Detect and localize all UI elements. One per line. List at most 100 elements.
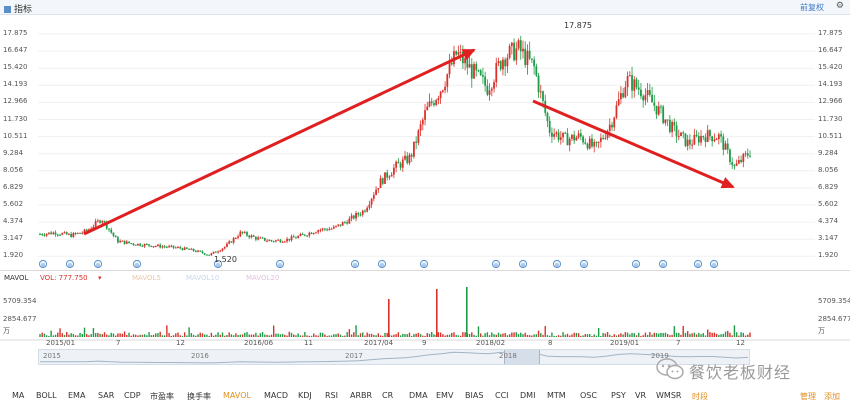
volume-bar xyxy=(88,335,90,337)
candle-body xyxy=(248,235,251,238)
volume-bar xyxy=(491,332,493,337)
candle-body xyxy=(700,136,702,143)
candle-body xyxy=(386,172,389,178)
volume-bar xyxy=(431,332,433,337)
candle-body xyxy=(671,122,674,133)
tab-cci[interactable]: CCI xyxy=(495,391,509,400)
volume-bar xyxy=(130,335,132,337)
volume-bar xyxy=(684,332,687,337)
volume-bar xyxy=(468,333,471,337)
candle-body xyxy=(317,230,320,233)
tab-sar[interactable]: SAR xyxy=(98,391,115,400)
gear-icon[interactable]: ⚙ xyxy=(835,1,844,11)
tab-bias[interactable]: BIAS xyxy=(465,391,484,400)
volume-bar xyxy=(399,335,402,337)
time-tick-label: 8 xyxy=(548,339,553,347)
event-marker xyxy=(213,259,223,269)
tab-ma[interactable]: MA xyxy=(12,391,25,400)
price-tick-label: 8.056 xyxy=(3,165,24,174)
candle-body xyxy=(564,132,567,134)
volume-bar xyxy=(45,335,48,337)
tab-rsi[interactable]: RSI xyxy=(325,391,338,400)
candle-body xyxy=(662,106,665,124)
tab-cdp[interactable]: CDP xyxy=(124,391,141,400)
tab-时段[interactable]: 时段 xyxy=(692,392,708,401)
tab-cr[interactable]: CR xyxy=(382,391,394,400)
range-navigator[interactable]: 2015 2016 2017 2018 2019 xyxy=(38,349,750,365)
candle-body xyxy=(50,232,53,235)
volume-bar xyxy=(488,335,491,337)
volume-bar xyxy=(324,334,326,337)
volume-bar xyxy=(471,332,473,337)
volume-bar xyxy=(582,335,584,337)
wechat-icon xyxy=(656,358,684,380)
tab-emv[interactable]: EMV xyxy=(436,391,454,400)
candle-body xyxy=(424,110,426,120)
volume-bar xyxy=(624,332,627,337)
volume-bar xyxy=(266,334,268,337)
volume-bar xyxy=(179,335,181,337)
volume-bar xyxy=(477,326,480,337)
navigator-handle[interactable] xyxy=(504,350,540,364)
candle-body xyxy=(74,233,77,235)
volume-bar xyxy=(635,335,638,337)
tab-换手率[interactable]: 换手率 xyxy=(187,392,211,401)
tab-mtm[interactable]: MTM xyxy=(547,391,566,400)
time-tick-label: 9 xyxy=(422,339,427,347)
candle-body xyxy=(254,236,257,240)
candle-body xyxy=(421,119,424,125)
candle-body xyxy=(533,59,536,67)
volume-bar xyxy=(442,334,444,337)
tab-wmsr[interactable]: WMSR xyxy=(656,391,682,400)
tab-macd[interactable]: MACD xyxy=(264,391,288,400)
tab-boll[interactable]: BOLL xyxy=(36,391,57,400)
volume-bar xyxy=(126,334,128,337)
candle-body xyxy=(101,221,104,223)
candle-body xyxy=(715,139,718,141)
restore-rights-link[interactable]: 前复权 xyxy=(800,3,824,12)
volume-bar xyxy=(284,334,286,337)
volume-bar xyxy=(106,334,108,337)
volume-bar xyxy=(479,333,482,337)
tab-arbr[interactable]: ARBR xyxy=(350,391,373,400)
candle-body xyxy=(85,229,88,231)
tab-dma[interactable]: DMA xyxy=(409,391,428,400)
chart-icon xyxy=(4,6,11,13)
add-button[interactable]: 添加 xyxy=(824,392,840,401)
price-tick-label: 15.420 xyxy=(3,63,28,72)
tab-ema[interactable]: EMA xyxy=(68,391,86,400)
volume-bar xyxy=(517,334,520,337)
volume-bar xyxy=(357,335,359,337)
event-marker-glyph: ◎ xyxy=(216,263,221,269)
candle-body xyxy=(628,75,631,77)
candle-body xyxy=(112,232,115,236)
price-tick-label: 6.829 xyxy=(818,182,839,191)
candle-body xyxy=(223,246,226,249)
manage-button[interactable]: 管理 xyxy=(800,392,816,401)
volume-bar xyxy=(259,333,262,337)
volume-bar xyxy=(493,334,495,337)
candle-body xyxy=(555,132,558,134)
tab-kdj[interactable]: KDJ xyxy=(298,391,312,400)
volume-bar xyxy=(649,332,651,337)
tab-dmi[interactable]: DMI xyxy=(520,391,536,400)
tab-市盈率[interactable]: 市盈率 xyxy=(150,392,174,401)
tab-psy[interactable]: PSY xyxy=(611,391,626,400)
nav-year: 2019 xyxy=(651,352,669,360)
volume-bar xyxy=(406,334,408,337)
price-tick-label: 3.147 xyxy=(818,234,839,243)
volume-bar xyxy=(210,332,213,337)
candle-body xyxy=(45,233,48,236)
tab-osc[interactable]: OSC xyxy=(580,391,597,400)
tab-vr[interactable]: VR xyxy=(635,391,647,400)
volume-bar xyxy=(395,334,397,337)
volume-bar xyxy=(689,333,691,337)
candle-body xyxy=(693,134,696,145)
dropdown-icon[interactable]: ▾ xyxy=(98,274,102,282)
tab-mavol[interactable]: MAVOL xyxy=(223,391,251,400)
candle-body xyxy=(359,214,362,216)
volume-bar xyxy=(319,332,322,337)
event-marker xyxy=(631,259,641,269)
price-tick-label: 10.511 xyxy=(818,131,843,140)
